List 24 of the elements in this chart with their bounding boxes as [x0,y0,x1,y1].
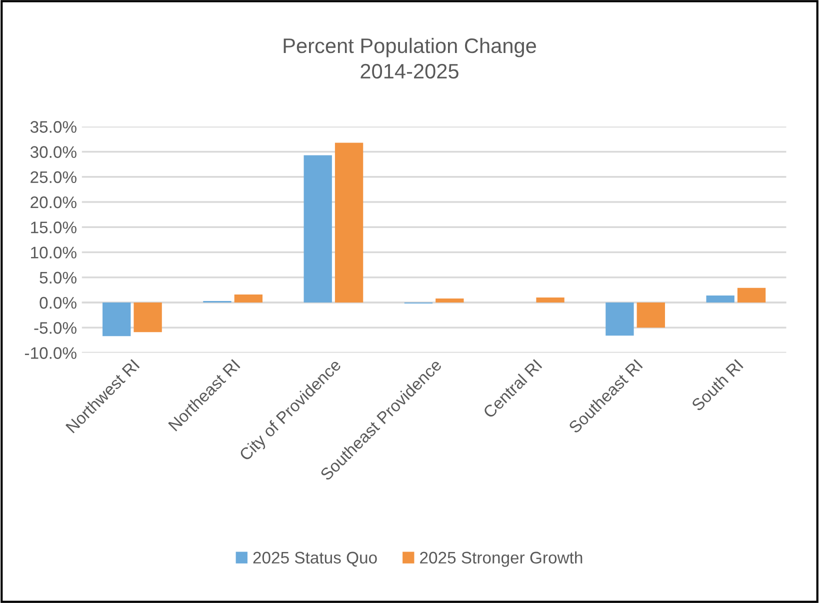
y-tick-label: 20.0% [30,196,76,208]
bar [436,298,464,303]
y-tick-label: 30.0% [30,146,76,158]
bar [334,142,364,303]
bar [134,302,162,332]
bar [304,155,332,303]
bar [606,302,634,336]
legend-label: 2025 Stronger Growth [420,551,582,567]
legend-label: 2025 Status Quo [253,552,377,567]
bar [536,297,564,303]
bar [102,302,131,336]
y-tick-label: 10.0% [31,246,76,258]
y-tick-label: -5.0% [34,322,76,334]
y-tick-label: 25.0% [30,171,76,184]
bar [234,294,263,303]
bar [636,302,665,328]
y-tick-label: 0.0% [40,296,76,309]
y-tick-label: 35.0% [30,121,76,133]
y-tick-label: -10.0% [24,347,76,359]
bar [706,295,734,303]
bar [737,288,766,303]
y-tick-label: 5.0% [40,272,76,284]
chart-title: Percent Population Change 2014-2025 [284,38,536,79]
y-tick-label: 15.0% [31,222,76,234]
